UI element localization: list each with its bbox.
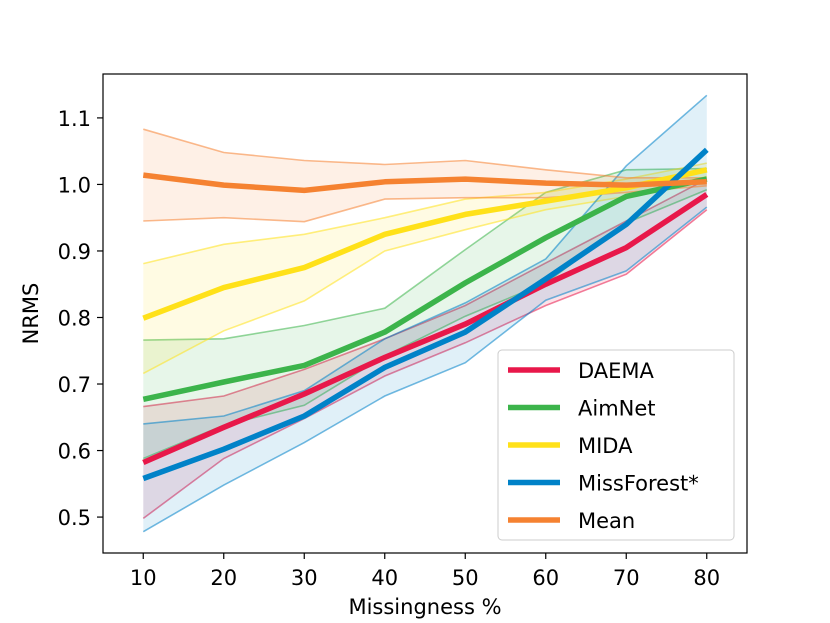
missforest-upper-bound (143, 94, 708, 425)
legend-label-daema: DAEMA (578, 359, 655, 383)
x-tick-label: 30 (291, 566, 318, 590)
mida-line (142, 167, 708, 321)
x-tick-label: 70 (613, 566, 640, 590)
y-tick-label: 0.5 (58, 506, 91, 530)
missforest-lower-bound (142, 206, 708, 533)
mida-lower-bound (142, 175, 707, 375)
legend-label-mida: MIDA (578, 434, 633, 458)
mean-band (143, 129, 707, 222)
mean-upper-bound (143, 128, 707, 179)
legend: DAEMA AimNet MIDA MissForest* Mean (497, 349, 735, 541)
missforest-line (142, 147, 709, 482)
x-tick-label: 40 (371, 566, 398, 590)
legend-label-aimnet: AimNet (578, 397, 656, 421)
x-axis: 10 20 30 40 50 60 70 80 (130, 553, 720, 590)
y-tick-label: 0.8 (58, 306, 91, 330)
aimnet-band (143, 168, 707, 459)
y-tick-label: 0.7 (58, 373, 91, 397)
x-tick-label: 10 (130, 566, 157, 590)
mean-line (142, 172, 707, 194)
aimnet-upper-bound (143, 167, 707, 341)
x-tick-label: 60 (532, 566, 559, 590)
legend-label-mean: Mean (578, 509, 635, 533)
mean-lower-bound (143, 185, 707, 223)
y-tick-label: 1.1 (58, 107, 91, 131)
plot-frame (102, 73, 748, 554)
daema-upper-bound (143, 178, 708, 408)
series-lines (142, 147, 709, 482)
x-tick-label: 50 (452, 566, 479, 590)
x-axis-title: Missingness % (348, 595, 501, 619)
y-axis: 0.5 0.6 0.7 0.8 0.9 1.0 1.1 (58, 107, 103, 530)
x-tick-label: 20 (210, 566, 237, 590)
legend-label-missforest: MissForest* (578, 472, 699, 496)
y-tick-label: 1.0 (58, 173, 91, 197)
y-tick-label: 0.6 (58, 440, 91, 464)
daema-lower-bound (142, 209, 708, 520)
y-tick-label: 0.9 (58, 240, 91, 264)
legend-box (497, 349, 735, 541)
y-axis-title: NRMS (19, 283, 43, 345)
aimnet-line (142, 176, 708, 402)
daema-line (142, 192, 709, 466)
x-tick-label: 80 (693, 566, 720, 590)
